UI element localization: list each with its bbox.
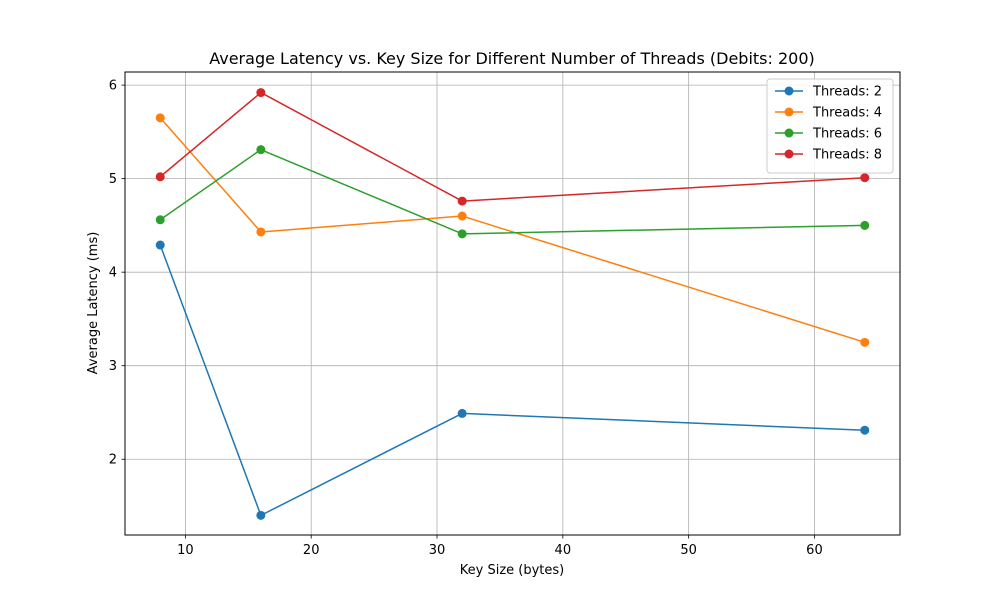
legend-swatch-marker xyxy=(784,128,794,138)
series-line xyxy=(159,91,865,202)
legend-item: Threads: 8 xyxy=(775,148,882,163)
legend-box xyxy=(766,78,894,174)
data-point xyxy=(860,220,870,230)
x-tick-label: 30 xyxy=(429,543,446,558)
data-point xyxy=(256,510,266,520)
y-tick-label: 5 xyxy=(109,172,117,187)
data-point xyxy=(860,173,870,183)
legend-label: Threads: 4 xyxy=(812,106,882,121)
series-3 xyxy=(155,145,870,239)
data-point xyxy=(155,172,165,182)
data-point xyxy=(155,215,165,225)
legend-swatch-marker xyxy=(784,107,794,117)
data-point xyxy=(457,211,467,221)
data-point xyxy=(256,227,266,237)
data-point xyxy=(457,196,467,206)
series-line xyxy=(159,244,865,517)
legend-label: Threads: 2 xyxy=(812,85,882,100)
series-line xyxy=(159,117,865,344)
y-tick-label: 3 xyxy=(109,359,117,374)
series-line xyxy=(159,148,865,235)
data-point xyxy=(860,337,870,347)
chart-title: Average Latency vs. Key Size for Differe… xyxy=(209,49,815,68)
x-axis-label: Key Size (bytes) xyxy=(460,563,564,578)
y-axis-label: Average Latency (ms) xyxy=(86,232,101,375)
legend-label: Threads: 6 xyxy=(812,127,882,142)
y-tick-label: 2 xyxy=(109,453,117,468)
legend: Threads: 2 Threads: 4 Threads: 6 Threads: 8 xyxy=(766,78,894,174)
series-layer xyxy=(155,88,870,520)
data-point xyxy=(457,229,467,239)
x-tick-label: 20 xyxy=(303,543,320,558)
data-point xyxy=(256,88,266,98)
data-point xyxy=(256,145,266,155)
plot-area-frame xyxy=(124,71,901,536)
legend-item: Threads: 6 xyxy=(775,127,882,142)
x-tick-label: 60 xyxy=(806,543,823,558)
legend-label: Threads: 8 xyxy=(812,148,882,163)
series-1 xyxy=(155,240,870,520)
x-tick-label: 50 xyxy=(680,543,697,558)
series-2 xyxy=(155,113,870,347)
series-4 xyxy=(155,88,870,206)
legend-item: Threads: 4 xyxy=(775,106,882,121)
data-point xyxy=(155,113,165,123)
legend-swatch-marker xyxy=(784,86,794,96)
data-point xyxy=(155,240,165,250)
x-tick-label: 10 xyxy=(177,543,194,558)
y-tick-label: 4 xyxy=(109,266,117,281)
x-axis-ticks: 10 20 30 40 50 60 xyxy=(177,535,823,558)
y-tick-label: 6 xyxy=(109,79,117,94)
legend-swatch-marker xyxy=(784,149,794,159)
data-point xyxy=(457,408,467,418)
data-point xyxy=(860,425,870,435)
y-axis-ticks: 2 3 4 5 6 xyxy=(109,79,125,468)
legend-item: Threads: 2 xyxy=(775,85,882,100)
x-tick-label: 40 xyxy=(555,543,572,558)
